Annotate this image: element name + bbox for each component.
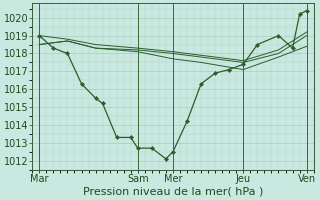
- X-axis label: Pression niveau de la mer( hPa ): Pression niveau de la mer( hPa ): [83, 187, 263, 197]
